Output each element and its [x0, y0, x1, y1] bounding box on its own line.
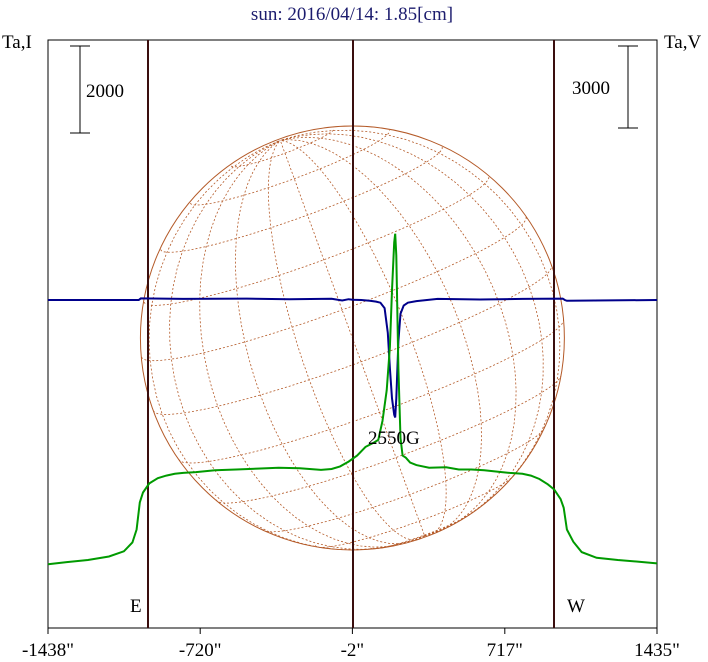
longitude-grid-line	[235, 139, 425, 545]
x-tick-label: -720"	[179, 640, 222, 661]
longitude-grid-line	[199, 139, 425, 548]
longitude-grid-line	[280, 129, 561, 537]
latitude-grid-line	[262, 426, 545, 533]
x-tick-label: 717"	[487, 640, 523, 661]
latitude-grid-line	[230, 128, 335, 168]
latitude-grid-line	[178, 319, 564, 464]
stokes-i-series-line	[47, 233, 658, 566]
stokes-v-series-line	[48, 297, 658, 418]
right-scale-bar	[618, 45, 638, 129]
longitude-grid-line	[280, 136, 517, 537]
x-tick-label: -1438"	[22, 640, 74, 661]
longitude-grid-line	[169, 139, 425, 550]
west-limb-label: W	[567, 596, 585, 617]
latitude-grid-line	[152, 265, 552, 415]
east-limb-label: E	[130, 596, 142, 617]
latitude-grid-line	[370, 510, 474, 550]
latitude-grid-line	[141, 216, 527, 362]
latitude-grid-line	[160, 146, 443, 253]
longitude-grid-line	[280, 133, 544, 537]
longitude-grid-line	[280, 139, 482, 537]
longitude-grid-line	[280, 139, 447, 537]
left-scale-bar	[70, 45, 90, 134]
left-scale-bar-label: 2000	[86, 81, 124, 102]
x-tick-label: 1435"	[634, 640, 680, 661]
field-strength-annotation: 2550G	[368, 428, 420, 449]
right-axis-label: Ta,V	[664, 32, 701, 53]
longitude-grid-line	[267, 140, 425, 541]
left-axis-label: Ta,I	[2, 32, 32, 53]
latitude-grid-line	[190, 130, 390, 206]
latitude-grid-line	[315, 472, 515, 548]
x-tick-label: -2"	[341, 640, 365, 661]
x-axis-ticks: -1438" -720" -2" 717" 1435"	[22, 628, 680, 661]
chart-title: sun: 2016/04/14: 1.85[cm]	[251, 4, 453, 25]
right-scale-bar-label: 3000	[572, 78, 610, 99]
